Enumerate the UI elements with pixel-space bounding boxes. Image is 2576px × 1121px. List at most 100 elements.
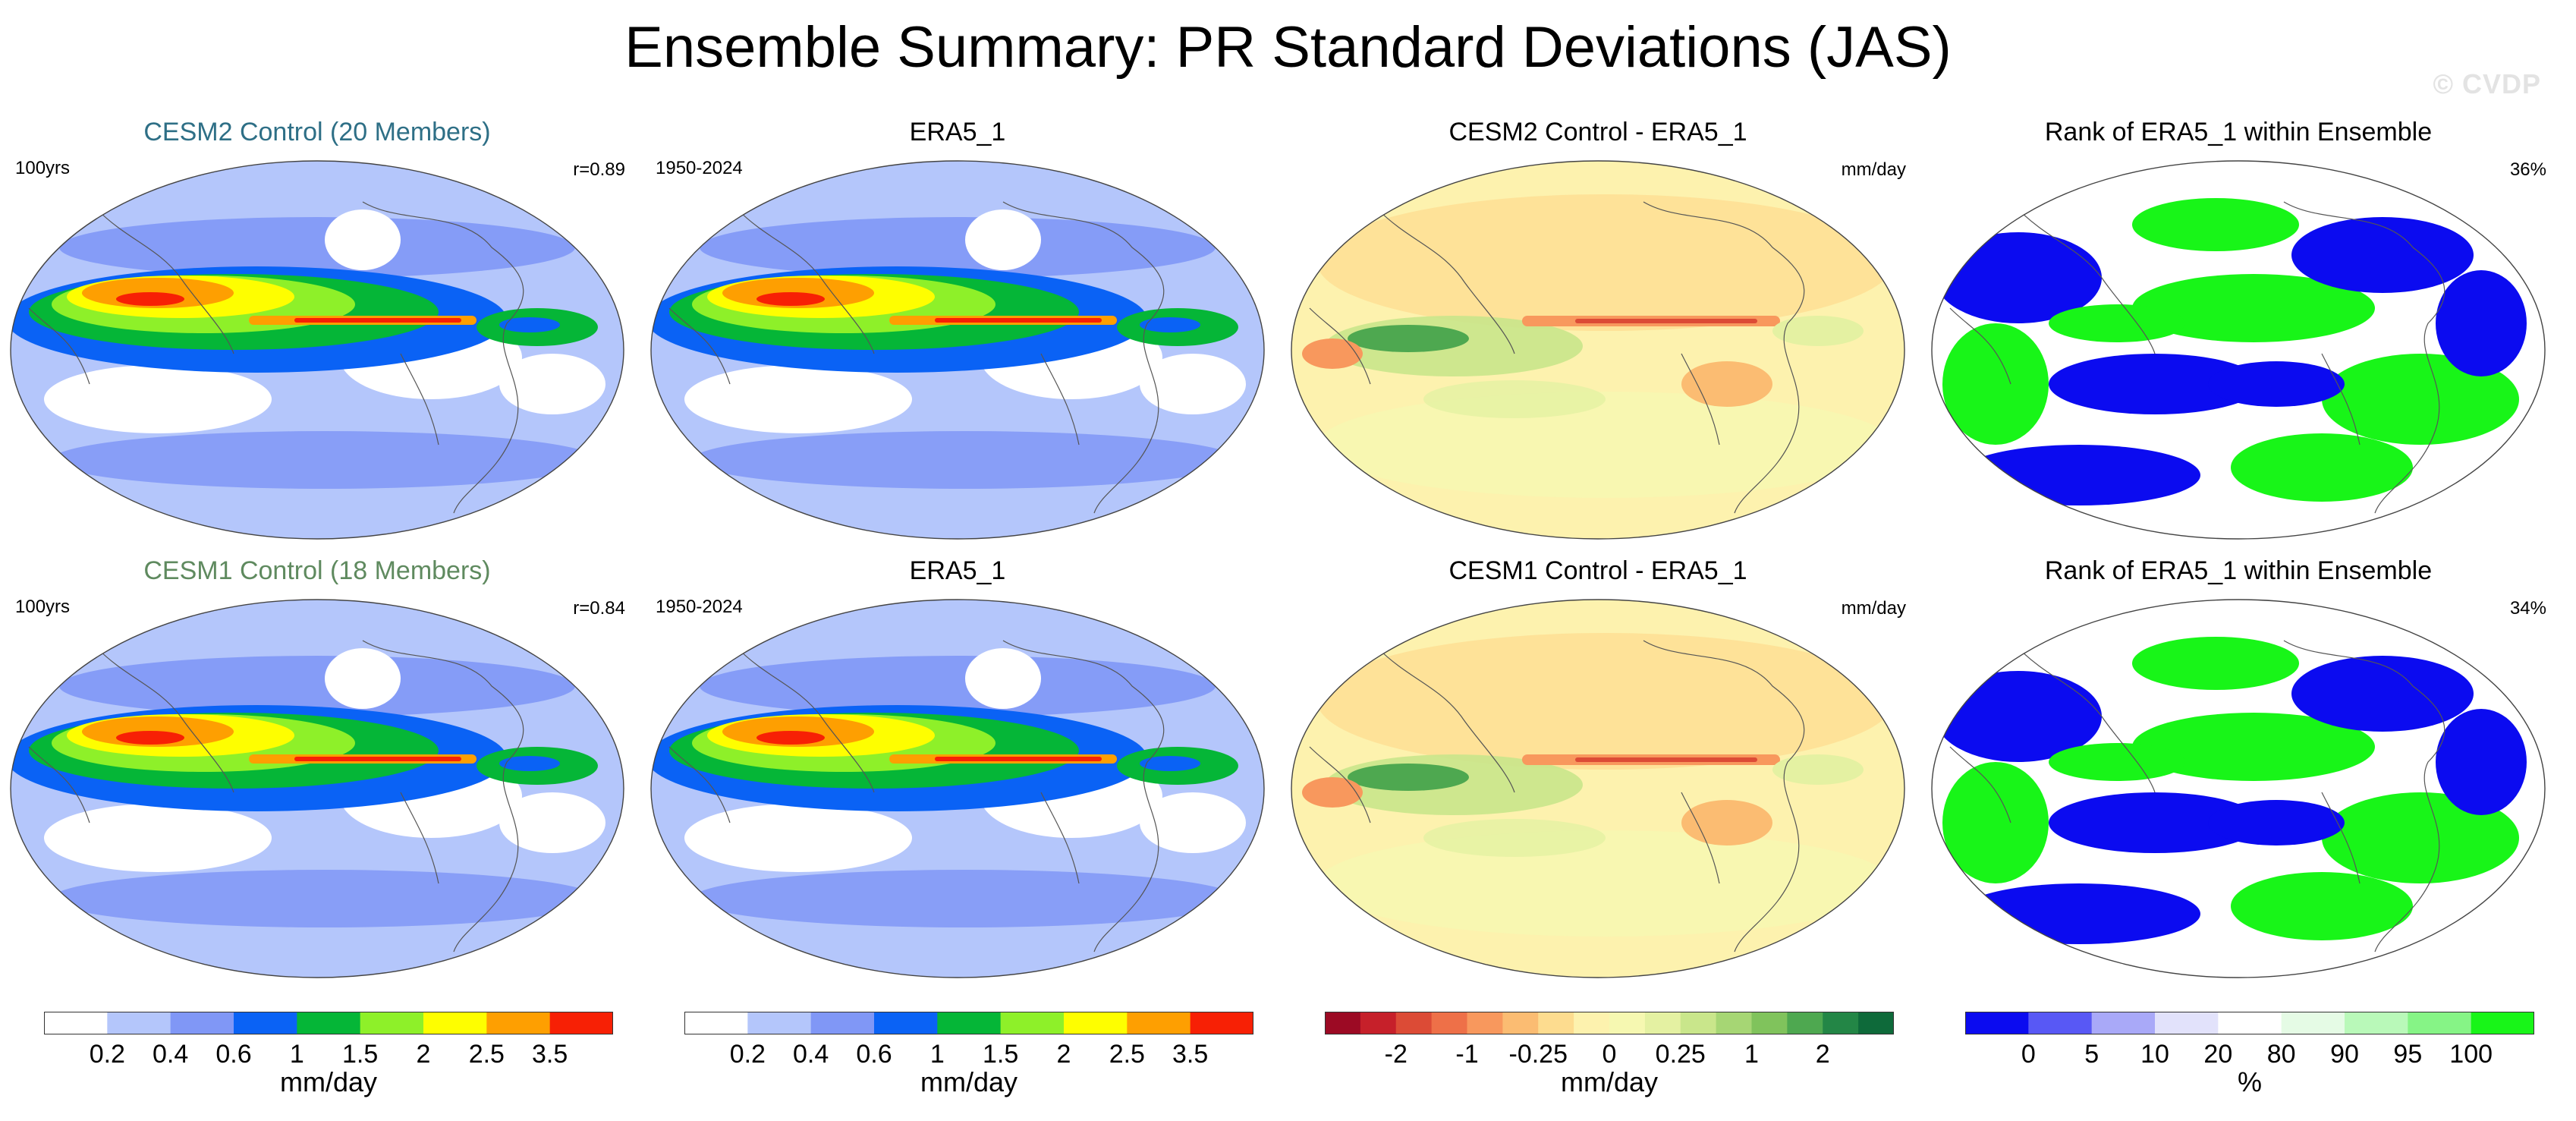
colorbar-swatch [1502,1012,1539,1034]
colorbar-tick-label: 0.2 [89,1040,125,1069]
colorbar-units: mm/day [1560,1066,1659,1097]
panel-stat-label: 36% [2509,159,2546,180]
colorbar-tick-label: 90 [2330,1040,2359,1069]
colorbar-tick-label: 80 [2266,1040,2296,1069]
panel-title: Rank of ERA5_1 within Ensemble [2044,118,2433,146]
colorbar-swatch [684,1012,748,1034]
colorbar-tick-label: 20 [2203,1040,2233,1069]
map-svg [10,599,624,978]
colorbar-tick-label: 2 [1815,1040,1830,1069]
colorbar-swatch [44,1012,108,1034]
colorbar-tick-label: 3.5 [1172,1040,1209,1069]
panel-stat-label: r=0.89 [573,159,625,180]
colorbar-units: mm/day [279,1066,378,1097]
coastlines [1309,201,1805,514]
panel-title: Rank of ERA5_1 within Ensemble [2044,556,2433,585]
map-outline [1291,599,1905,978]
map-panel [1287,156,1909,543]
colorbar-units: % [2237,1066,2263,1097]
map-svg [1291,599,1905,978]
map-field [11,600,624,978]
colorbar-tick-label: 0.6 [215,1040,252,1069]
panel-stat-label: mm/day [1841,598,1906,619]
panel-title: CESM1 Control (18 Members) [143,556,491,585]
colorbar-swatch [1064,1012,1128,1034]
colorbar-swatch [170,1012,234,1034]
colorbar-tick-label: 2 [1056,1040,1071,1069]
colorbar-swatch [1858,1012,1894,1034]
panel-period-label: 100yrs [15,158,71,178]
colorbar-tick-label: 10 [2140,1040,2169,1069]
map-outline [10,599,624,978]
map-field [1291,161,1904,539]
coastlines [1949,201,2445,514]
colorbar-tick-label: 2 [416,1040,431,1069]
colorbar-swatch [2408,1012,2472,1034]
colorbar-swatch [360,1012,424,1034]
colorbar-swatch [1680,1012,1717,1034]
colorbar-swatch [1538,1012,1574,1034]
colorbar-tick-label: 0.4 [153,1040,189,1069]
map-panel [646,156,1269,543]
colorbar-swatch [1190,1012,1253,1034]
colorbar-swatch [1127,1012,1191,1034]
map-svg [1291,160,1905,540]
coastlines [28,201,524,514]
colorbar-swatch [2218,1012,2282,1034]
colorbar-swatch [2281,1012,2345,1034]
map-panel [1287,595,1909,982]
colorbar-tick-label: 0.2 [729,1040,766,1069]
map-svg [10,160,624,540]
colorbar-swatch [1965,1012,2029,1034]
colorbar-tick-label: 1 [1744,1040,1759,1069]
colorbar-swatch [810,1012,875,1034]
colorbar-swatch [549,1012,613,1034]
colorbar-swatch [2471,1012,2534,1034]
map-outline [1931,599,2546,978]
colorbar-swatch [874,1012,938,1034]
colorbar-tick-label: 5 [2084,1040,2099,1069]
colorbar-swatch [1716,1012,1752,1034]
colorbar-tick-label: 0.6 [856,1040,892,1069]
map-field [651,161,1264,539]
map-outline [1291,160,1905,540]
colorbar-swatch [1787,1012,1823,1034]
colorbar-swatch [1823,1012,1859,1034]
coastlines [668,640,1165,953]
colorbar-tick-label: 1.5 [342,1040,379,1069]
colorbar-tick-label: 0.4 [793,1040,829,1069]
panel-period-label: 1950-2024 [656,597,743,617]
colorbar-swatch [1574,1012,1610,1034]
coastlines [1309,640,1805,953]
colorbar-swatch [747,1012,812,1034]
colorbar-swatch [1360,1012,1397,1034]
map-svg [1931,160,2546,540]
colorbar-tick-label: -1 [1455,1040,1479,1069]
colorbar-tick-label: 0.25 [1655,1040,1706,1069]
colorbar-tick-label: 1 [929,1040,945,1069]
colorbar-tick-label: 2.5 [468,1040,505,1069]
panel-title: ERA5_1 [909,556,1006,585]
colorbar-swatch [1395,1012,1433,1034]
colorbar-tick-label: 95 [2393,1040,2423,1069]
colorbar-std [44,1012,613,1034]
colorbar-tick-label: 3.5 [532,1040,568,1069]
panel-title: CESM1 Control - ERA5_1 [1448,556,1747,585]
map-outline [10,160,624,540]
map-field [1291,600,1904,978]
map-field [651,600,1264,978]
colorbar-swatch [297,1012,361,1034]
map-field [1932,161,2545,539]
map-svg [650,599,1265,978]
map-outline [650,599,1265,978]
panel-title: CESM2 Control - ERA5_1 [1448,118,1747,146]
figure-title: Ensemble Summary: PR Standard Deviations… [624,15,1952,80]
colorbar-tick-label: 1.5 [983,1040,1019,1069]
colorbar-tick-label: 0 [1602,1040,1617,1069]
map-field [1932,600,2545,978]
colorbar-std [684,1012,1253,1034]
panel-stat-label: 34% [2509,598,2546,619]
colorbar-diff [1325,1012,1894,1034]
colorbar-tick-label: 0 [2021,1040,2036,1069]
colorbar-swatch [937,1012,1002,1034]
